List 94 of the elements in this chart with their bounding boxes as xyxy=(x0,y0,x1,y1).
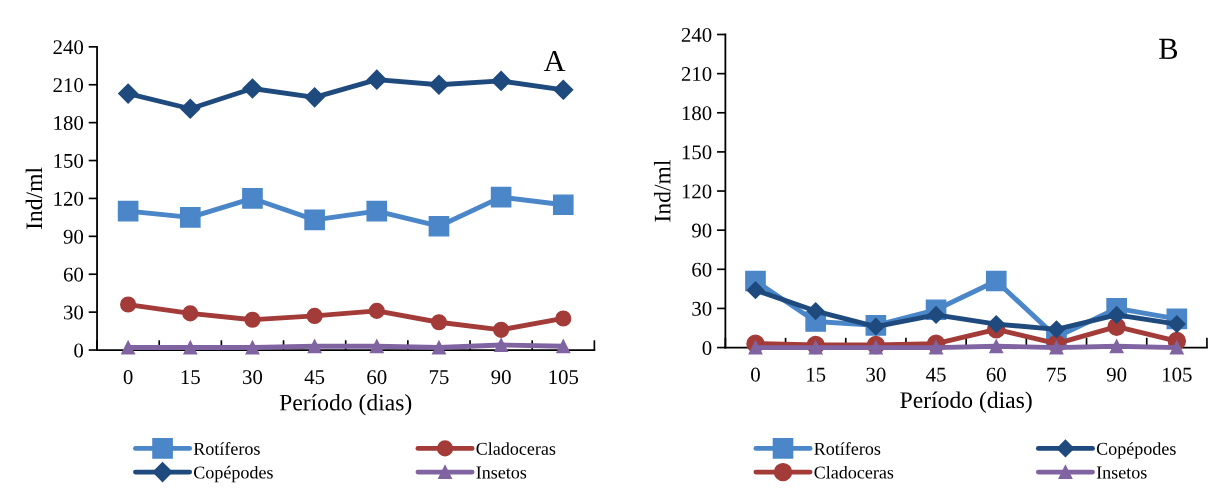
legend-label: Rotíferos xyxy=(814,442,881,455)
point xyxy=(307,339,322,354)
point xyxy=(493,321,510,338)
y-tick-label: 90 xyxy=(63,229,84,244)
x-tick-label: 60 xyxy=(986,367,1006,382)
point xyxy=(182,305,199,322)
point xyxy=(552,194,574,216)
point xyxy=(1169,340,1184,355)
point xyxy=(1107,306,1126,324)
point xyxy=(987,315,1006,333)
y-tick-label: 120 xyxy=(54,191,84,206)
point xyxy=(368,302,385,319)
legend-label: Copépodes xyxy=(194,465,273,483)
x-tick-label: 75 xyxy=(1047,367,1067,382)
point xyxy=(985,270,1007,292)
point xyxy=(806,302,825,320)
y-tick-label: 90 xyxy=(692,223,712,238)
x-tick-label: 105 xyxy=(1163,367,1192,382)
point xyxy=(555,310,572,327)
point xyxy=(490,186,512,208)
point xyxy=(118,83,139,104)
point xyxy=(306,307,323,324)
point xyxy=(121,340,136,355)
x-tick-label: 90 xyxy=(1106,367,1127,382)
point xyxy=(432,340,446,355)
y-tick-label: 150 xyxy=(54,153,84,168)
point xyxy=(553,79,574,100)
point xyxy=(183,340,198,355)
point xyxy=(1168,315,1186,333)
x-tick-label: 0 xyxy=(751,367,760,382)
point xyxy=(428,215,450,237)
x-tick-label: 15 xyxy=(181,370,200,385)
legend-label: Copépodes xyxy=(1096,442,1176,459)
point xyxy=(929,340,944,355)
point xyxy=(242,188,263,209)
point xyxy=(120,296,137,313)
y-axis-title: Ind/ml xyxy=(25,167,43,230)
point xyxy=(179,207,201,228)
y-tick-label: 240 xyxy=(53,40,84,55)
y-tick-label: 30 xyxy=(692,301,712,316)
point xyxy=(430,314,448,331)
y-tick-label: 180 xyxy=(54,116,84,131)
y-tick-label: 60 xyxy=(692,262,712,277)
chart-title: B xyxy=(1159,38,1178,59)
point xyxy=(989,339,1004,354)
x-tick-label: 30 xyxy=(866,367,886,382)
y-tick-label: 150 xyxy=(682,145,712,160)
y-tick-label: 0 xyxy=(74,343,84,358)
y-tick-label: 0 xyxy=(702,340,712,355)
x-axis-title: Período (dias) xyxy=(279,393,412,416)
y-tick-label: 30 xyxy=(64,305,84,320)
legend-label: Cladoceras xyxy=(814,465,894,479)
point xyxy=(304,209,325,231)
y-axis-title: Ind/ml xyxy=(653,160,671,222)
point xyxy=(245,340,260,355)
x-axis-title: Período (dias) xyxy=(900,391,1032,413)
x-tick-label: 45 xyxy=(926,367,946,382)
x-tick-label: 45 xyxy=(304,370,325,385)
x-tick-label: 90 xyxy=(491,370,511,385)
point xyxy=(369,339,384,354)
legend-label: Rotíferos xyxy=(193,442,260,455)
point xyxy=(927,306,945,324)
y-tick-label: 120 xyxy=(682,184,712,199)
legend-label: Insetos xyxy=(1096,466,1147,479)
point xyxy=(494,338,509,352)
point xyxy=(242,78,263,99)
point xyxy=(366,200,388,222)
y-tick-label: 240 xyxy=(681,27,712,42)
y-tick-label: 210 xyxy=(681,67,712,82)
point xyxy=(1109,339,1124,354)
x-tick-label: 15 xyxy=(807,367,826,382)
y-tick-label: 60 xyxy=(63,267,84,282)
point xyxy=(746,281,765,299)
x-tick-label: 30 xyxy=(243,370,263,385)
point xyxy=(428,74,449,95)
point xyxy=(366,69,387,90)
y-tick-label: 210 xyxy=(53,78,84,93)
x-tick-label: 105 xyxy=(549,370,579,385)
point xyxy=(1047,320,1066,339)
point xyxy=(491,70,512,91)
point xyxy=(180,98,201,119)
point xyxy=(304,87,325,108)
legend-label: Cladoceras xyxy=(476,442,556,455)
x-tick-label: 0 xyxy=(123,370,133,385)
x-tick-label: 60 xyxy=(367,370,387,385)
point xyxy=(244,311,261,328)
x-tick-label: 75 xyxy=(429,370,449,385)
point xyxy=(1049,340,1064,355)
point xyxy=(748,340,763,355)
chart-title: A xyxy=(543,50,566,72)
point xyxy=(556,339,571,354)
legend-label: Insetos xyxy=(476,466,527,479)
y-tick-label: 180 xyxy=(682,106,712,121)
point xyxy=(117,200,139,222)
